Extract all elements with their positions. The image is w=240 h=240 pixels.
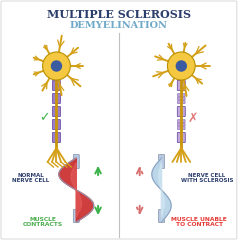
FancyBboxPatch shape <box>178 94 185 96</box>
FancyBboxPatch shape <box>53 120 60 130</box>
Polygon shape <box>159 163 164 217</box>
Text: MUSCLE
CONTRACTS: MUSCLE CONTRACTS <box>23 216 63 228</box>
Circle shape <box>51 61 61 71</box>
FancyBboxPatch shape <box>178 123 185 126</box>
FancyBboxPatch shape <box>73 155 79 168</box>
Circle shape <box>176 61 186 71</box>
Text: MULTIPLE SCLEROSIS: MULTIPLE SCLEROSIS <box>47 8 191 19</box>
FancyBboxPatch shape <box>177 132 185 143</box>
Circle shape <box>168 52 195 80</box>
Text: NORMAL
NERVE CELL: NORMAL NERVE CELL <box>12 173 49 183</box>
FancyBboxPatch shape <box>158 210 164 222</box>
FancyBboxPatch shape <box>158 155 164 168</box>
Text: ✓: ✓ <box>39 112 50 125</box>
FancyBboxPatch shape <box>177 107 185 116</box>
FancyBboxPatch shape <box>53 80 60 90</box>
FancyBboxPatch shape <box>178 101 185 103</box>
Text: DEMYELINATION: DEMYELINATION <box>70 20 168 30</box>
Polygon shape <box>152 158 171 222</box>
Text: ✗: ✗ <box>188 112 198 125</box>
FancyBboxPatch shape <box>53 132 60 143</box>
Polygon shape <box>59 158 94 222</box>
FancyBboxPatch shape <box>178 127 185 130</box>
FancyBboxPatch shape <box>53 107 60 116</box>
FancyBboxPatch shape <box>73 210 79 222</box>
FancyBboxPatch shape <box>178 120 185 122</box>
FancyBboxPatch shape <box>53 94 60 103</box>
FancyBboxPatch shape <box>177 80 185 90</box>
FancyBboxPatch shape <box>178 97 185 100</box>
Text: MUSCLE UNABLE
TO CONTRACT: MUSCLE UNABLE TO CONTRACT <box>171 216 227 228</box>
Polygon shape <box>71 163 82 217</box>
Circle shape <box>43 52 70 80</box>
Text: NERVE CELL
WITH SCLEROSIS: NERVE CELL WITH SCLEROSIS <box>181 173 233 183</box>
